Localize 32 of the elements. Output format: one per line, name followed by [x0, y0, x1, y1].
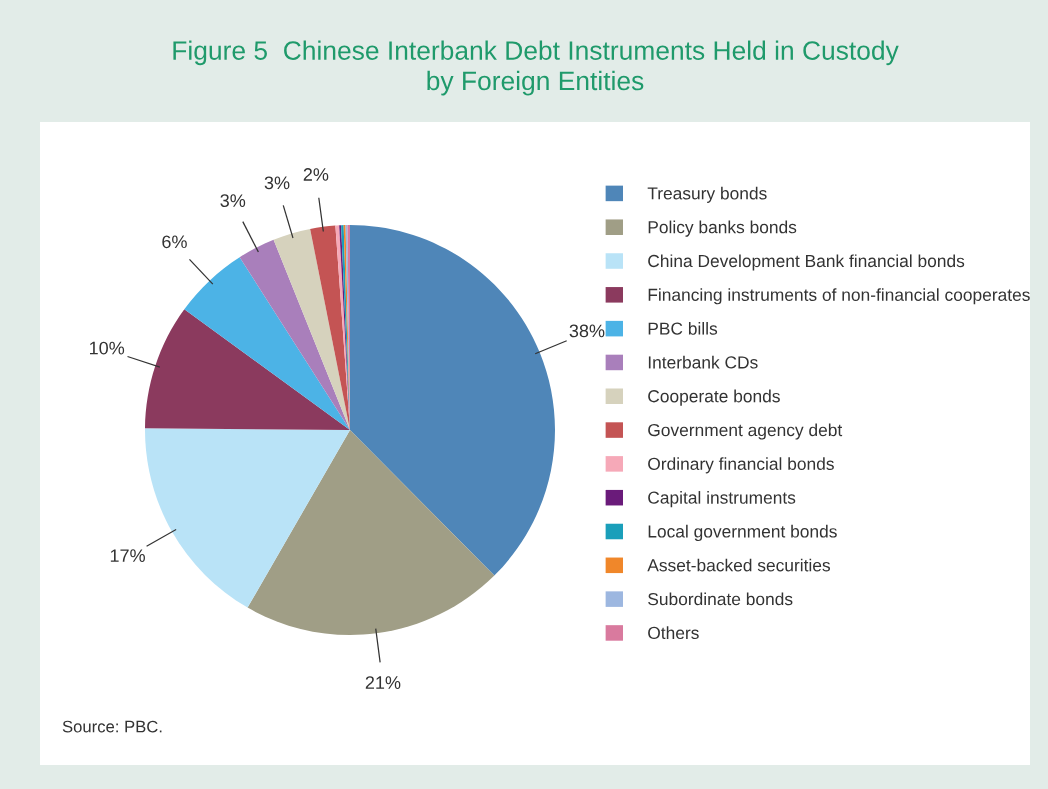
pie-slice: [145, 428, 350, 608]
data-label: 3%: [264, 176, 290, 190]
pie-slice: [247, 430, 495, 635]
legend-label: PBC bills: [648, 322, 718, 335]
legend-label: Local government bonds: [648, 524, 837, 542]
legend-label: Treasury bonds: [647, 186, 767, 203]
data-label: 38%: [569, 324, 605, 338]
data-label: 21%: [365, 676, 401, 689]
legend-label: Interbank CDs: [648, 355, 758, 369]
legend-label: Policy banks bonds: [648, 220, 797, 237]
pie-slice: [145, 309, 350, 430]
pie-slice: [350, 225, 555, 576]
pie-slice: [239, 239, 350, 430]
legend-label: Subordinate bonds: [648, 592, 793, 606]
pie-slice: [273, 228, 350, 430]
legend-label: Ordinary financial bonds: [648, 457, 834, 474]
chart-title: Figure 5 Chinese Interbank Debt Instruments Held in Custody by Foreign Entities: [173, 40, 899, 96]
data-label: 2%: [303, 168, 329, 181]
data-label: 3%: [220, 194, 246, 207]
legend-label: Asset-backed securities: [647, 558, 830, 572]
data-label: 17%: [110, 549, 145, 562]
pie-slice: [310, 225, 350, 430]
data-label: 10%: [90, 341, 125, 355]
pie-slice: [184, 257, 350, 430]
data-label: 6%: [162, 235, 187, 249]
legend-label: Financing instruments of non-financial cooperates: [648, 288, 1030, 305]
legend-label: Others: [648, 626, 699, 640]
source-note: Source: PBC.: [62, 720, 162, 733]
legend-label: Capital instruments: [648, 491, 796, 508]
legend-label: Government agency debt: [648, 423, 843, 440]
legend-label: China Development Bank financial bonds: [648, 254, 965, 271]
legend-label: Cooperate bonds: [648, 389, 780, 406]
